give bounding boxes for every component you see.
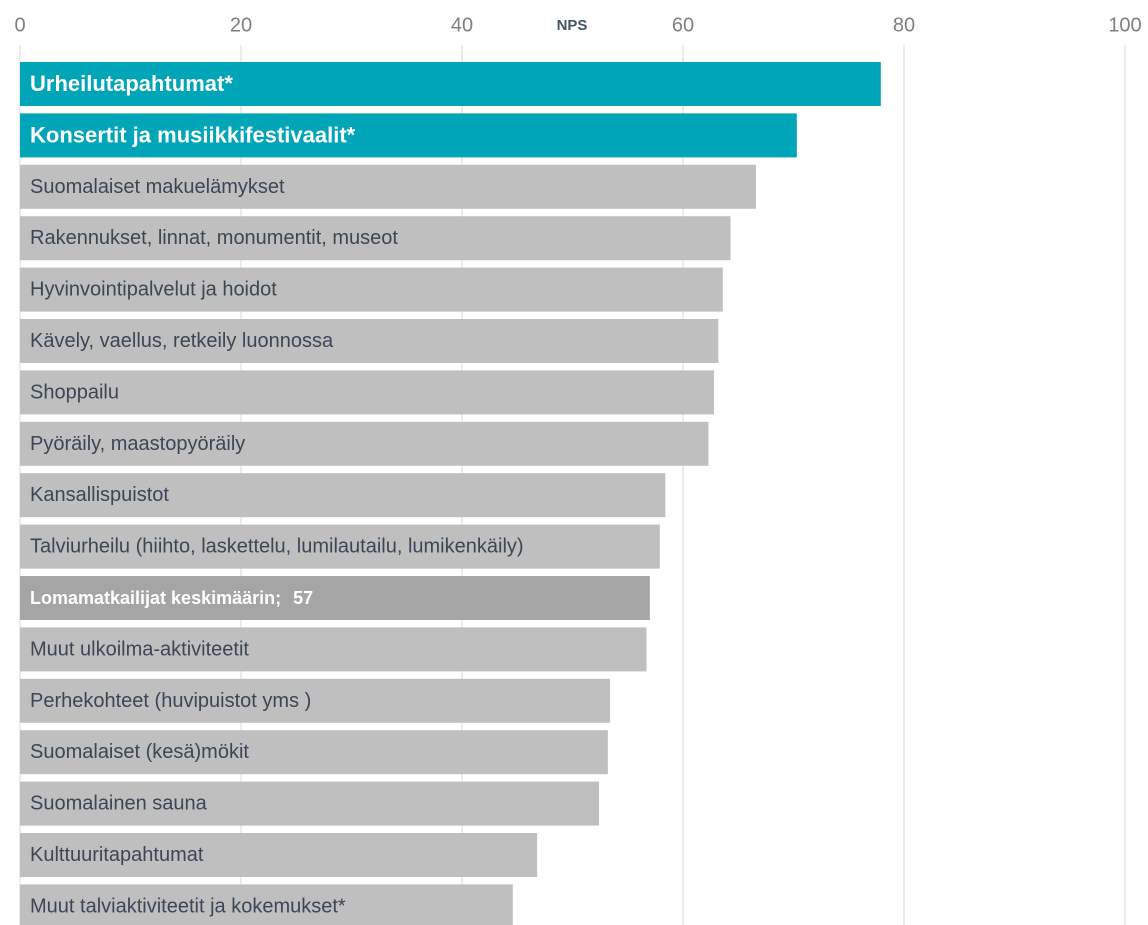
- bar-label: Muut talviaktiviteetit ja kokemukset*: [30, 896, 346, 918]
- category-label: Perhekohteet (huvipuistot yms ): [30, 690, 311, 712]
- x-tick-label: 40: [451, 14, 473, 36]
- bar-label: Kävely, vaellus, retkeily luonnossa: [30, 330, 334, 352]
- x-tick-label: 80: [893, 14, 915, 36]
- bar-label: Lomamatkailijat keskimäärin; 57: [30, 588, 313, 608]
- bar-label: Perhekohteet (huvipuistot yms ): [30, 690, 311, 712]
- bar-label: Suomalaiset makuelämykset: [30, 176, 285, 198]
- bar: [20, 62, 881, 106]
- x-tick-label: 20: [230, 14, 252, 36]
- bar: [20, 370, 714, 415]
- bar-label: Talviurheilu (hiihto, laskettelu, lumila…: [30, 536, 524, 558]
- bar-label: Muut ulkoilma-aktiviteetit: [30, 639, 249, 661]
- bar-label: Suomalaiset (kesä)mökit: [30, 741, 249, 763]
- x-tick-label: 100: [1108, 14, 1141, 36]
- bar: [20, 524, 660, 569]
- category-label: Suomalaiset makuelämykset: [30, 176, 285, 198]
- bar: [20, 113, 797, 158]
- bar: [20, 781, 600, 826]
- bar-label: Rakennukset, linnat, monumentit, museot: [30, 227, 398, 249]
- category-label: Hyvinvointipalvelut ja hoidot: [30, 279, 277, 301]
- bar-label: Pyöräily, maastopyöräily: [30, 433, 245, 455]
- bar-label: Kulttuuritapahtumat: [30, 844, 204, 866]
- category-label: Pyöräily, maastopyöräily: [30, 433, 245, 455]
- category-label: Kävely, vaellus, retkeily luonnossa: [30, 330, 334, 352]
- bar: [20, 473, 666, 518]
- bar-label: Hyvinvointipalvelut ja hoidot: [30, 279, 277, 301]
- bar: [20, 576, 650, 620]
- category-label: Rakennukset, linnat, monumentit, museot: [30, 227, 398, 249]
- category-label: Urheilutapahtumat*: [30, 71, 233, 96]
- category-label: Muut talviaktiviteetit ja kokemukset*: [30, 896, 346, 918]
- bar: [20, 164, 756, 209]
- bar: [20, 319, 719, 363]
- category-label: Suomalaiset (kesä)mökit: [30, 741, 249, 763]
- category-label: Shoppailu: [30, 382, 119, 404]
- bar: [20, 267, 723, 312]
- bar: [20, 884, 513, 925]
- bar: [20, 421, 709, 466]
- bar-label: Urheilutapahtumat*: [30, 71, 233, 96]
- bar: [20, 627, 647, 672]
- x-axis-label: NPS: [557, 17, 588, 34]
- x-tick-label: 60: [672, 14, 694, 36]
- category-label: Konsertit ja musiikkifestivaalit*: [30, 122, 356, 147]
- bar-label: Konsertit ja musiikkifestivaalit*: [30, 122, 356, 147]
- bar: [20, 216, 731, 261]
- category-label: Suomalainen sauna: [30, 793, 208, 815]
- bar-label: Suomalainen sauna: [30, 793, 208, 815]
- bar: [20, 833, 538, 877]
- bar: [20, 730, 608, 775]
- value-label: 57: [293, 588, 313, 608]
- category-label: Kulttuuritapahtumat: [30, 844, 204, 866]
- category-label: Kansallispuistot: [30, 484, 169, 506]
- bar-label: Kansallispuistot: [30, 484, 169, 506]
- category-label: Talviurheilu (hiihto, laskettelu, lumila…: [30, 536, 524, 558]
- bar-label: Shoppailu: [30, 382, 119, 404]
- category-label: Muut ulkoilma-aktiviteetit: [30, 639, 249, 661]
- x-tick-label: 0: [14, 14, 25, 36]
- bar: [20, 678, 611, 723]
- category-label: Lomamatkailijat keskimäärin;: [30, 588, 281, 608]
